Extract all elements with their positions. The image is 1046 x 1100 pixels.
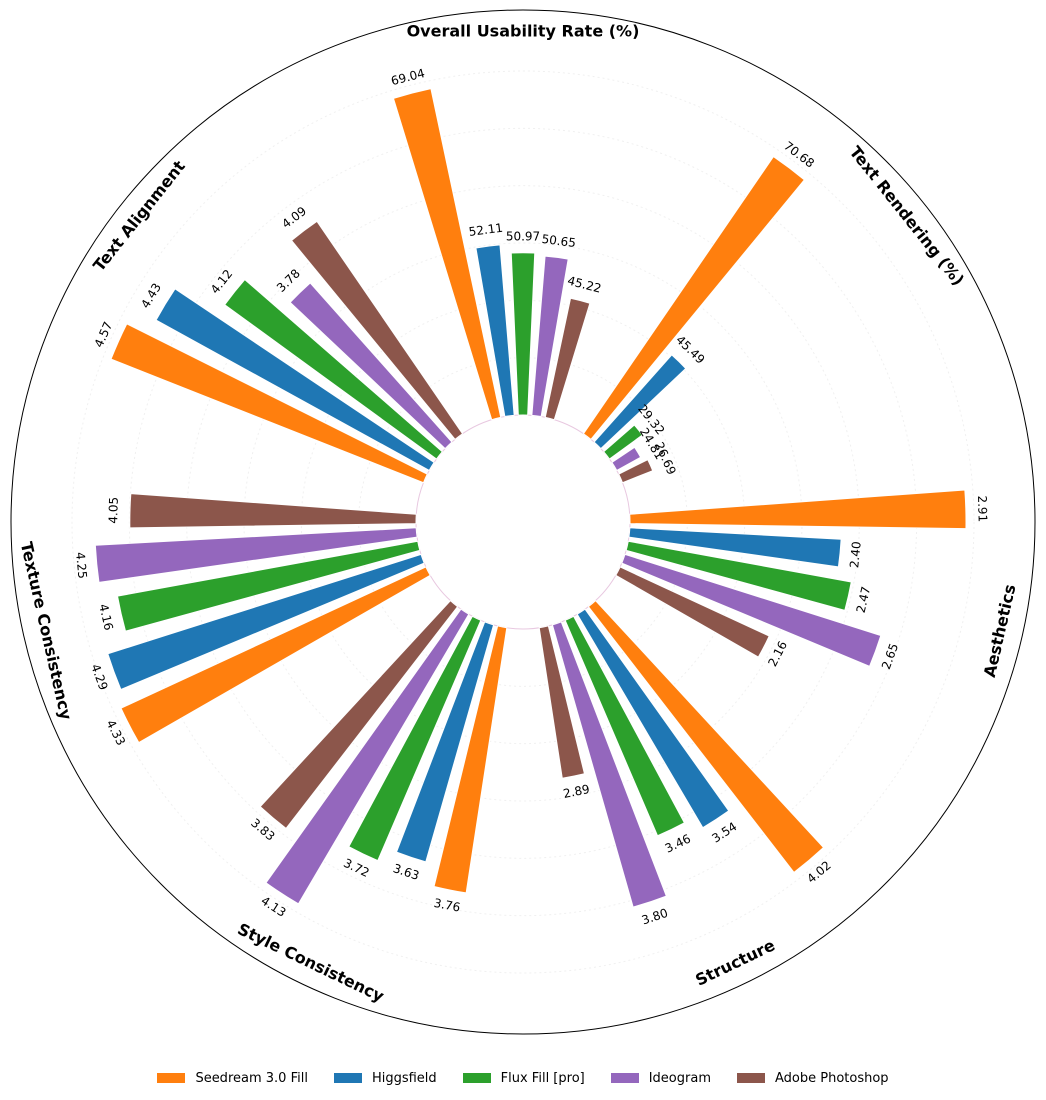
value-label: 45.22 <box>566 274 603 296</box>
bar <box>289 282 453 450</box>
bar <box>618 458 654 484</box>
value-label: 4.16 <box>96 603 116 632</box>
bar <box>510 252 536 416</box>
bar <box>564 615 686 837</box>
legend-swatch <box>610 1073 639 1083</box>
bar <box>129 493 417 529</box>
value-label: 3.80 <box>640 906 670 928</box>
inner-circle <box>415 414 631 630</box>
bar <box>265 608 470 905</box>
category-label: Aesthetics <box>980 582 1020 679</box>
value-label: 4.05 <box>106 497 121 524</box>
legend-item: Ideogram <box>610 1070 711 1086</box>
bar <box>625 540 852 611</box>
bar <box>551 621 667 908</box>
bar <box>587 599 825 874</box>
bar <box>120 566 431 744</box>
value-label: 3.46 <box>663 831 693 855</box>
value-label: 3.63 <box>391 861 421 883</box>
legend-label: Higgsfield <box>371 1070 437 1086</box>
legend-item: Adobe Photoshop <box>736 1070 889 1086</box>
value-label: 50.65 <box>541 232 577 250</box>
category-label: Text Rendering (%) <box>846 143 968 290</box>
category-label: Style Consistency <box>235 919 388 1006</box>
bar <box>116 540 421 632</box>
category-label: Structure <box>692 935 778 989</box>
value-label: 69.04 <box>390 66 427 88</box>
value-label: 4.25 <box>73 551 90 579</box>
value-label: 50.97 <box>506 229 540 243</box>
bar <box>110 323 428 484</box>
value-label: 3.72 <box>341 856 371 880</box>
legend-label: Ideogram <box>648 1070 711 1086</box>
legend-swatch <box>157 1073 186 1083</box>
value-label: 3.83 <box>248 816 277 844</box>
bar <box>433 625 508 894</box>
legend-swatch <box>736 1073 765 1083</box>
bar <box>615 566 770 658</box>
bar <box>611 446 642 472</box>
legend-label: Seedream 3.0 Fill <box>195 1070 308 1086</box>
value-label: 4.09 <box>279 204 309 231</box>
bar <box>582 155 806 441</box>
bar <box>629 489 967 530</box>
bar <box>602 424 644 460</box>
category-label: Text Alignment <box>89 157 189 275</box>
value-label: 4.33 <box>103 718 128 748</box>
legend-label: Adobe Photoshop <box>774 1070 889 1086</box>
value-label: 52.11 <box>468 221 504 239</box>
bar <box>348 615 482 862</box>
bar <box>290 220 464 441</box>
bar <box>475 244 515 418</box>
value-label: 4.02 <box>804 858 833 886</box>
value-label: 3.78 <box>274 266 303 295</box>
value-label: 4.43 <box>138 281 164 311</box>
value-label: 3.54 <box>709 819 739 845</box>
bar <box>107 553 425 691</box>
value-label: 2.16 <box>765 639 790 669</box>
value-label: 4.57 <box>92 320 116 350</box>
bar <box>531 255 569 418</box>
value-label: 4.13 <box>259 894 289 920</box>
bar <box>395 621 495 863</box>
legend-item: Higgsfield <box>333 1070 437 1086</box>
bar <box>224 278 444 460</box>
value-label: 2.40 <box>847 541 864 569</box>
legend-swatch <box>462 1073 491 1083</box>
bar <box>544 297 591 421</box>
bar <box>576 608 730 829</box>
bar <box>593 354 687 450</box>
bars-layer <box>94 88 967 908</box>
legend-item: Seedream 3.0 Fill <box>157 1071 308 1086</box>
value-label: 2.65 <box>879 641 901 671</box>
legend: Seedream 3.0 Fill Higgsfield Flux Fill [pr… <box>0 1066 1046 1090</box>
outer-ring <box>10 9 1036 1035</box>
value-label: 4.29 <box>88 662 110 692</box>
legend-label: Flux Fill [pro] <box>500 1070 585 1086</box>
value-label: 2.47 <box>854 585 874 614</box>
category-label: Texture Consistency <box>17 540 76 722</box>
value-label: 3.76 <box>433 896 462 915</box>
value-label: 2.89 <box>562 782 591 801</box>
legend-swatch <box>333 1073 362 1083</box>
bar <box>392 88 502 421</box>
bar <box>259 599 459 830</box>
grid-circle <box>71 70 975 974</box>
bar <box>628 527 842 568</box>
bar <box>94 527 418 583</box>
category-label: Overall Usability Rate (%) <box>407 22 640 41</box>
value-label: 2.91 <box>975 495 990 522</box>
bar <box>621 553 882 667</box>
legend-item: Flux Fill [pro] <box>462 1070 585 1086</box>
value-label: 4.12 <box>208 267 236 297</box>
bar <box>155 288 435 472</box>
bar <box>538 625 586 779</box>
